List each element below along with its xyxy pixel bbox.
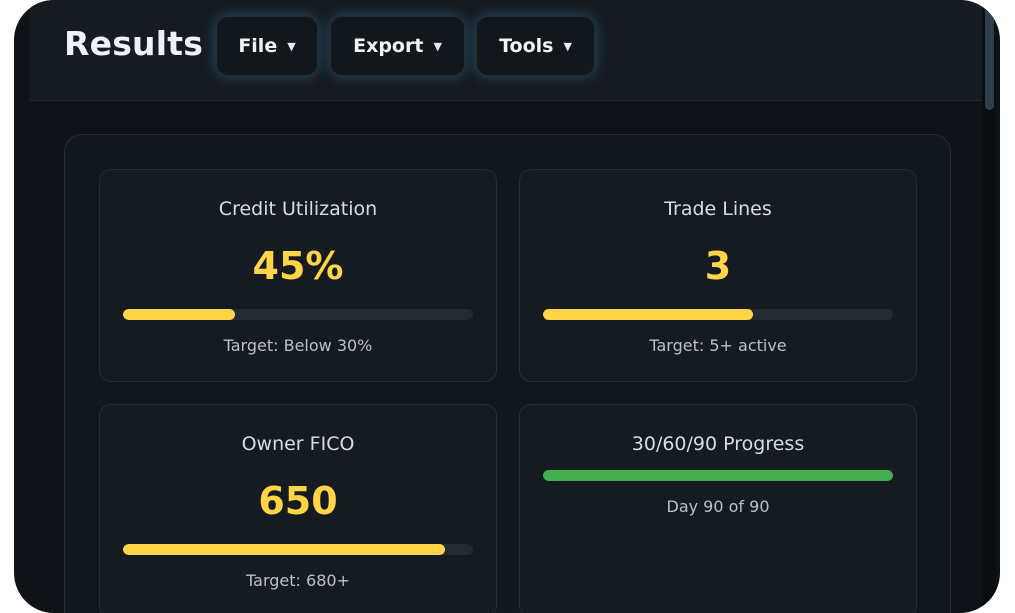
file-menu-button[interactable]: File ▼: [216, 16, 318, 76]
card-target-note: Day 90 of 90: [666, 497, 770, 516]
card-value: 45%: [252, 244, 344, 288]
caret-down-icon: ▼: [433, 39, 442, 53]
export-menu-label: Export: [353, 35, 424, 57]
card-target-note: Target: 5+ active: [649, 336, 787, 355]
progress-bar-fill: [543, 309, 753, 320]
card-target-note: Target: Below 30%: [223, 336, 373, 355]
caret-down-icon: ▼: [287, 39, 296, 53]
progress-bar-fill: [123, 544, 445, 555]
export-menu-button[interactable]: Export ▼: [330, 16, 465, 76]
file-menu-label: File: [238, 35, 278, 57]
card-value: 650: [258, 479, 338, 523]
app-window: Results File ▼ Export ▼ Tools ▼ Credit U…: [14, 0, 1000, 613]
card-value: 3: [704, 244, 732, 288]
card-title: Credit Utilization: [218, 198, 378, 220]
tools-menu-label: Tools: [499, 35, 554, 57]
progress-bar: [123, 544, 473, 555]
progress-bar-fill: [123, 309, 235, 320]
progress-bar: [543, 309, 893, 320]
progress-30-60-90-card: 30/60/90 Progress Day 90 of 90: [519, 404, 917, 613]
card-target-note: Target: 680+: [246, 571, 350, 590]
caret-down-icon: ▼: [563, 39, 572, 53]
trade-lines-card: Trade Lines 3 Target: 5+ active: [519, 169, 917, 382]
credit-utilization-card: Credit Utilization 45% Target: Below 30%: [99, 169, 497, 382]
results-panel: Credit Utilization 45% Target: Below 30%…: [64, 134, 951, 613]
top-bar: Results File ▼ Export ▼ Tools ▼: [30, 0, 984, 101]
scrollbar[interactable]: [982, 0, 996, 613]
tools-menu-button[interactable]: Tools ▼: [476, 16, 595, 76]
scrollbar-thumb[interactable]: [985, 8, 994, 110]
card-title: Owner FICO: [241, 433, 355, 455]
progress-bar-fill: [543, 470, 893, 481]
owner-fico-card: Owner FICO 650 Target: 680+: [99, 404, 497, 613]
progress-bar: [543, 470, 893, 481]
card-title: 30/60/90 Progress: [631, 433, 805, 455]
progress-bar: [123, 309, 473, 320]
card-title: Trade Lines: [664, 198, 772, 220]
page-title: Results: [64, 24, 204, 63]
